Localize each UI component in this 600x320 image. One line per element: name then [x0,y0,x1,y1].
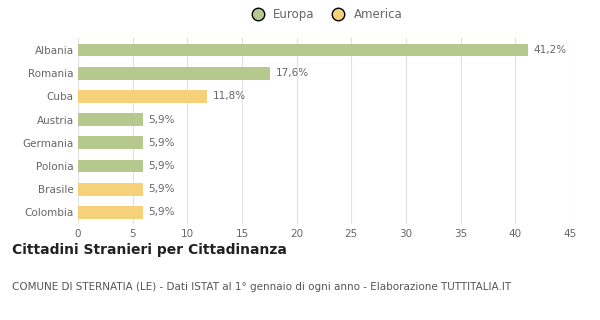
Bar [78,206,143,219]
Text: Cittadini Stranieri per Cittadinanza: Cittadini Stranieri per Cittadinanza [12,243,287,257]
Bar [78,44,529,56]
Text: 41,2%: 41,2% [534,45,567,55]
Bar [78,183,143,196]
Text: 17,6%: 17,6% [276,68,309,78]
Text: 5,9%: 5,9% [148,207,175,217]
Bar [78,90,207,103]
Text: 5,9%: 5,9% [148,138,175,148]
Text: 5,9%: 5,9% [148,184,175,194]
Text: COMUNE DI STERNATIA (LE) - Dati ISTAT al 1° gennaio di ogni anno - Elaborazione : COMUNE DI STERNATIA (LE) - Dati ISTAT al… [12,282,511,292]
Bar [78,67,271,80]
Legend: Europa, America: Europa, America [241,4,407,26]
Bar [78,136,143,149]
Bar [78,113,143,126]
Text: 5,9%: 5,9% [148,115,175,124]
Text: 5,9%: 5,9% [148,161,175,171]
Bar [78,160,143,172]
Text: 11,8%: 11,8% [212,92,245,101]
